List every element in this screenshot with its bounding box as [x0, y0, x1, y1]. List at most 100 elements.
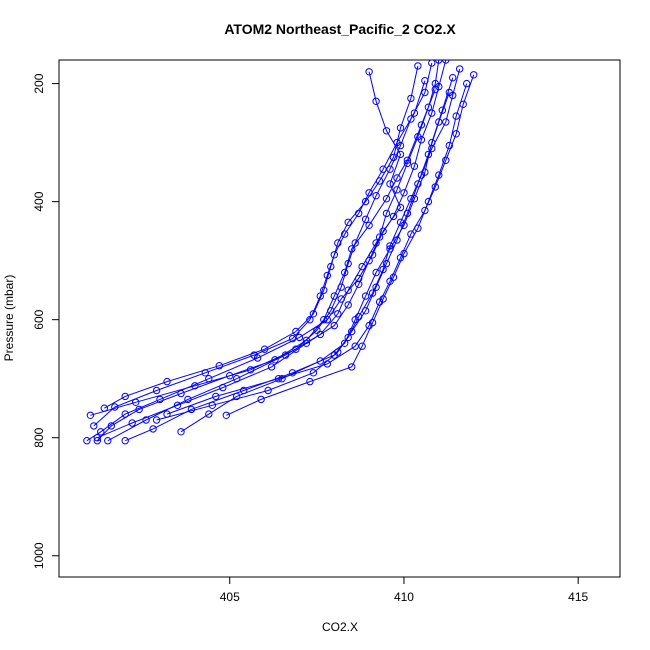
- data-point: [208, 401, 217, 409]
- series-line: [226, 83, 468, 416]
- data-point: [410, 109, 419, 117]
- data-point: [341, 230, 349, 238]
- y-tick-label: 1000: [32, 542, 46, 569]
- x-tick-label: 410: [394, 590, 414, 604]
- data-point: [201, 369, 210, 377]
- series-line: [156, 92, 450, 421]
- data-point: [316, 357, 324, 365]
- data-point: [372, 268, 380, 277]
- data-point: [368, 289, 377, 297]
- series-line: [125, 68, 461, 442]
- data-point: [435, 171, 443, 179]
- data-point: [257, 395, 265, 404]
- plot-frame: [58, 59, 621, 578]
- y-axis: 200 400 600 800 1000: [32, 73, 59, 569]
- data-point: [421, 77, 429, 85]
- data-point: [205, 410, 213, 418]
- data-point: [156, 395, 164, 404]
- data-point: [177, 389, 185, 398]
- data-point: [222, 411, 231, 419]
- data-point: [355, 274, 363, 283]
- data-point: [330, 292, 338, 300]
- data-point: [334, 310, 342, 318]
- data-point: [93, 437, 102, 445]
- data-point: [382, 259, 391, 268]
- data-point: [344, 286, 352, 294]
- data-point: [424, 150, 433, 159]
- data-point: [389, 212, 398, 221]
- data-point: [410, 195, 419, 203]
- data-point: [320, 316, 328, 324]
- data-point: [445, 88, 453, 97]
- data-point: [215, 362, 224, 370]
- data-point: [421, 206, 429, 215]
- data-point: [100, 404, 109, 412]
- data-point: [341, 268, 349, 277]
- data-point: [463, 79, 471, 88]
- data-point: [191, 382, 199, 390]
- data-point: [365, 189, 373, 197]
- data-point: [334, 239, 342, 247]
- y-tick-label: 400: [32, 191, 46, 211]
- y-axis-label: Pressure (mbar): [2, 275, 16, 362]
- data-point: [323, 271, 331, 280]
- data-point: [302, 336, 311, 344]
- data-point: [152, 386, 161, 395]
- data-point: [348, 245, 356, 253]
- data-point: [97, 428, 105, 436]
- series-line: [86, 71, 402, 442]
- data-point: [407, 230, 415, 238]
- data-point: [177, 428, 185, 436]
- data-point: [212, 392, 220, 401]
- data-point: [379, 227, 387, 235]
- data-point: [389, 153, 398, 162]
- data-point: [428, 109, 436, 117]
- data-point: [361, 215, 370, 224]
- data-point: [361, 307, 370, 315]
- data-point: [358, 342, 366, 350]
- data-point: [435, 118, 443, 126]
- data-point: [295, 333, 304, 342]
- data-point: [90, 422, 98, 430]
- data-point: [184, 395, 192, 404]
- data-point: [372, 283, 380, 291]
- data-point: [435, 60, 443, 64]
- data-point: [414, 224, 422, 232]
- data-point: [396, 203, 405, 212]
- data-point: [104, 437, 112, 445]
- data-point: [267, 363, 276, 371]
- data-point: [264, 386, 272, 395]
- data-point: [351, 316, 359, 324]
- data-point: [278, 375, 286, 383]
- x-axis: 405 410 415: [220, 577, 589, 604]
- data-point: [379, 265, 387, 274]
- data-point: [379, 165, 387, 173]
- data-point: [442, 60, 450, 64]
- data-point: [128, 419, 136, 427]
- data-point: [111, 403, 119, 411]
- data-point: [306, 377, 314, 386]
- data-point: [135, 405, 143, 414]
- data-point: [142, 416, 150, 424]
- series-line: [166, 74, 475, 415]
- data-point: [424, 103, 433, 111]
- data-point: [351, 239, 359, 247]
- data-point: [403, 156, 412, 165]
- series-line: [90, 62, 433, 416]
- data-point: [355, 280, 363, 288]
- data-point: [306, 316, 314, 324]
- data-point: [428, 60, 436, 67]
- data-point: [355, 209, 363, 218]
- data-point: [382, 209, 391, 218]
- data-point: [372, 97, 380, 106]
- series-line: [93, 80, 426, 427]
- data-point: [382, 195, 391, 203]
- data-point: [393, 186, 401, 194]
- series-line: [97, 60, 440, 439]
- data-point: [417, 121, 426, 129]
- data-point: [428, 138, 436, 147]
- data-point: [334, 348, 342, 356]
- data-point: [389, 273, 398, 281]
- data-point: [421, 88, 429, 97]
